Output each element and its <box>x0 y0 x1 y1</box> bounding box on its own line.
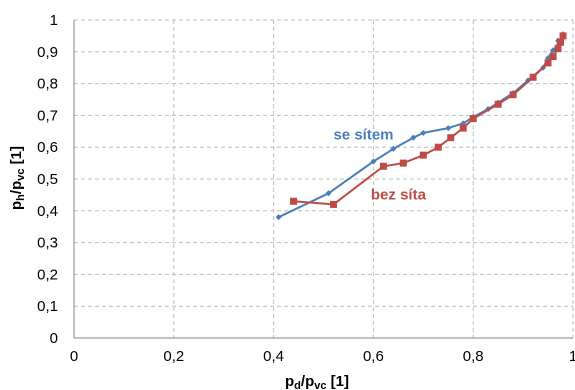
data-point <box>554 45 562 53</box>
data-point <box>275 214 282 221</box>
data-point <box>390 145 397 152</box>
data-point <box>494 100 502 108</box>
series-label: se sítem <box>333 126 393 143</box>
data-point <box>557 38 565 46</box>
x-tick-label: 0,8 <box>463 348 484 365</box>
x-tick-label: 0,2 <box>163 348 184 365</box>
y-tick-label: 0,8 <box>37 76 58 93</box>
data-point <box>410 134 417 141</box>
data-point <box>290 197 298 205</box>
y-tick-label: 0,5 <box>37 171 58 188</box>
series-label: bez síta <box>371 187 427 204</box>
data-point <box>509 91 517 99</box>
data-point <box>559 32 567 40</box>
x-tick-label: 0,6 <box>363 348 384 365</box>
series-labels: se sítem bez síta <box>333 126 426 203</box>
y-tick-label: 0,9 <box>37 44 58 61</box>
y-tick-label: 0,7 <box>37 107 58 124</box>
y-tick-label: 1 <box>50 12 58 29</box>
data-point <box>325 190 332 197</box>
series-group <box>275 31 567 221</box>
data-point <box>445 125 452 132</box>
data-point <box>420 129 427 136</box>
data-point <box>544 59 552 67</box>
data-point <box>529 73 537 81</box>
y-tick-label: 0,4 <box>37 203 58 220</box>
data-point <box>329 200 337 208</box>
x-axis-title: pd/pvc [1] <box>285 373 349 390</box>
y-tick-label: 0,6 <box>37 139 58 156</box>
y-tick-labels: 0 0,1 0,2 0,3 0,4 0,5 0,6 0,7 0,8 0,9 1 <box>37 12 58 347</box>
y-tick-label: 0 <box>50 330 58 347</box>
data-point <box>370 158 377 165</box>
data-point <box>399 159 407 167</box>
x-tick-label: 1 <box>569 348 575 365</box>
data-point <box>379 162 387 170</box>
y-tick-label: 0,3 <box>37 235 58 252</box>
x-tick-labels: 0 0,2 0,4 0,6 0,8 1 <box>70 348 575 365</box>
y-axis-title: ph/pvc [1] <box>8 146 27 210</box>
gridlines <box>73 19 574 339</box>
data-point <box>434 143 442 151</box>
data-point <box>447 134 455 142</box>
x-tick-label: 0,4 <box>263 348 284 365</box>
data-point <box>549 53 557 61</box>
data-point <box>469 115 477 123</box>
y-tick-label: 0,1 <box>37 298 58 315</box>
data-point <box>419 151 427 159</box>
data-point <box>459 124 467 132</box>
y-tick-label: 0,2 <box>37 266 58 283</box>
x-tick-label: 0 <box>70 348 78 365</box>
series-2 <box>290 32 567 208</box>
